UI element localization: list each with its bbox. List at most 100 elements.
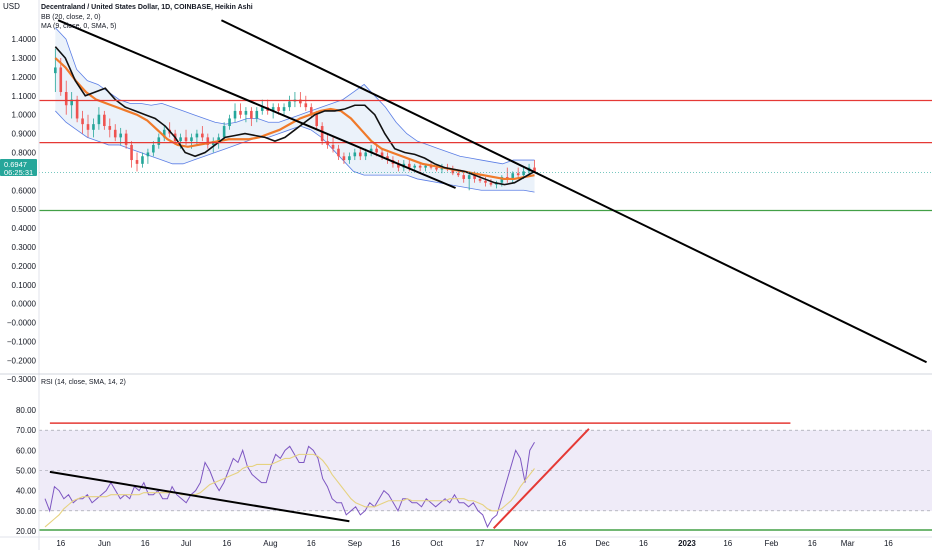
bollinger-upper-line bbox=[55, 27, 535, 165]
candle-body bbox=[473, 175, 476, 179]
y-tick-label: 0.1000 bbox=[12, 281, 37, 290]
price-tag: 0.6947 06:25:31 bbox=[0, 159, 37, 177]
candle-body bbox=[239, 110, 242, 115]
candle-body bbox=[70, 99, 73, 106]
candle-body bbox=[64, 92, 68, 106]
y-tick-label: 0.2000 bbox=[12, 262, 37, 271]
candle-body bbox=[228, 118, 231, 127]
candle-body bbox=[348, 156, 351, 161]
candle-body bbox=[364, 152, 368, 157]
x-tick-label: Jul bbox=[181, 539, 191, 548]
candle-body bbox=[201, 133, 204, 138]
candle-body bbox=[135, 160, 139, 164]
x-tick-label: Dec bbox=[595, 539, 609, 548]
bollinger-band-fill bbox=[55, 27, 535, 193]
candle-body bbox=[375, 148, 378, 153]
candle-body bbox=[435, 167, 438, 170]
candle-body bbox=[413, 165, 417, 168]
candle-body bbox=[380, 152, 384, 157]
candle-body bbox=[304, 103, 308, 108]
candle-body bbox=[92, 124, 95, 130]
rsi-y-tick-label: 80.00 bbox=[16, 406, 37, 415]
candle-body bbox=[59, 67, 63, 93]
rsi-y-tick-label: 70.00 bbox=[16, 426, 37, 435]
candle-body bbox=[141, 156, 144, 164]
candle-body bbox=[86, 124, 90, 130]
y-tick-label: 0.9000 bbox=[12, 130, 37, 139]
candle-body bbox=[369, 148, 373, 153]
ma-indicator-label[interactable]: MA (9, close, 0, SMA, 5) bbox=[41, 23, 116, 30]
price-tag-countdown: 06:25:31 bbox=[4, 168, 33, 177]
x-tick-label: 16 bbox=[307, 539, 316, 548]
y-tick-label: 1.1000 bbox=[12, 92, 37, 101]
ma-fast-line bbox=[54, 46, 535, 186]
y-tick-label: 1.4000 bbox=[12, 35, 37, 44]
header-text: USD Decentraland / United States Dollar,… bbox=[3, 2, 253, 386]
rsi-ma-line bbox=[44, 453, 535, 528]
candle-body bbox=[429, 165, 433, 168]
x-tick-label: 16 bbox=[391, 539, 400, 548]
trend-line[interactable] bbox=[220, 19, 927, 364]
candle-body bbox=[418, 165, 422, 168]
candle-body bbox=[478, 178, 482, 181]
x-tick-label: Mar bbox=[841, 539, 855, 548]
currency-label: USD bbox=[3, 2, 20, 11]
trend-line[interactable] bbox=[57, 19, 456, 189]
rsi-trend-line[interactable] bbox=[492, 428, 590, 530]
candle-body bbox=[353, 152, 357, 157]
x-tick-label: 16 bbox=[56, 539, 65, 548]
candle-body bbox=[217, 137, 220, 142]
candle-body bbox=[342, 156, 346, 161]
candle-body bbox=[179, 137, 182, 142]
rsi-y-tick-label: 50.00 bbox=[16, 467, 37, 476]
candle-body bbox=[299, 99, 302, 104]
candle-body bbox=[424, 165, 427, 168]
candle-body bbox=[358, 152, 362, 157]
candle-body bbox=[331, 144, 335, 149]
candle-body bbox=[97, 114, 101, 125]
candle-body bbox=[462, 175, 466, 179]
x-tick-label: 16 bbox=[557, 539, 566, 548]
candle-body bbox=[260, 107, 264, 111]
y-tick-label: 0.6000 bbox=[12, 186, 37, 195]
candle-body bbox=[516, 173, 520, 176]
x-tick-label: 17 bbox=[476, 539, 485, 548]
candle-body bbox=[489, 182, 493, 185]
rsi-y-tick-label: 20.00 bbox=[16, 527, 37, 536]
candle-body bbox=[195, 133, 199, 138]
y-tick-label: 0.5000 bbox=[12, 205, 37, 214]
x-tick-label: Feb bbox=[764, 539, 778, 548]
candle-body bbox=[130, 144, 133, 161]
candle-body bbox=[81, 118, 84, 125]
rsi-pane[interactable] bbox=[39, 422, 932, 531]
candle-body bbox=[103, 114, 106, 127]
price-pane[interactable] bbox=[39, 19, 932, 364]
bb-indicator-label[interactable]: BB (20, close, 2, 0) bbox=[41, 14, 101, 21]
candle-body bbox=[337, 148, 340, 157]
candle-body bbox=[407, 163, 411, 168]
y-tick-label: 0.8000 bbox=[12, 148, 37, 157]
candle-body bbox=[386, 156, 389, 161]
candle-body bbox=[184, 137, 188, 142]
price-tag-value: 0.6947 bbox=[4, 160, 27, 169]
candle-body bbox=[522, 171, 525, 176]
y-tick-label: 1.0000 bbox=[12, 111, 37, 120]
candle-body bbox=[54, 67, 57, 74]
y-tick-label: 1.3000 bbox=[12, 54, 37, 63]
x-tick-label: 16 bbox=[723, 539, 732, 548]
x-tick-label: Oct bbox=[430, 539, 443, 548]
x-tick-label: Jun bbox=[98, 539, 111, 548]
candle-body bbox=[124, 133, 128, 145]
x-tick-label: Aug bbox=[263, 539, 277, 548]
rsi-indicator-label[interactable]: RSI (14, close, SMA, 14, 2) bbox=[41, 379, 126, 386]
candle-body bbox=[456, 173, 460, 176]
x-tick-label: Sep bbox=[348, 539, 363, 548]
rsi-trend-line[interactable] bbox=[49, 470, 350, 523]
x-tick-label: 16 bbox=[141, 539, 150, 548]
rsi-y-tick-label: 30.00 bbox=[16, 507, 37, 516]
y-tick-label: −0.0000 bbox=[7, 319, 37, 328]
candle-body bbox=[282, 107, 286, 111]
rsi-y-tick-label: 60.00 bbox=[16, 446, 37, 455]
